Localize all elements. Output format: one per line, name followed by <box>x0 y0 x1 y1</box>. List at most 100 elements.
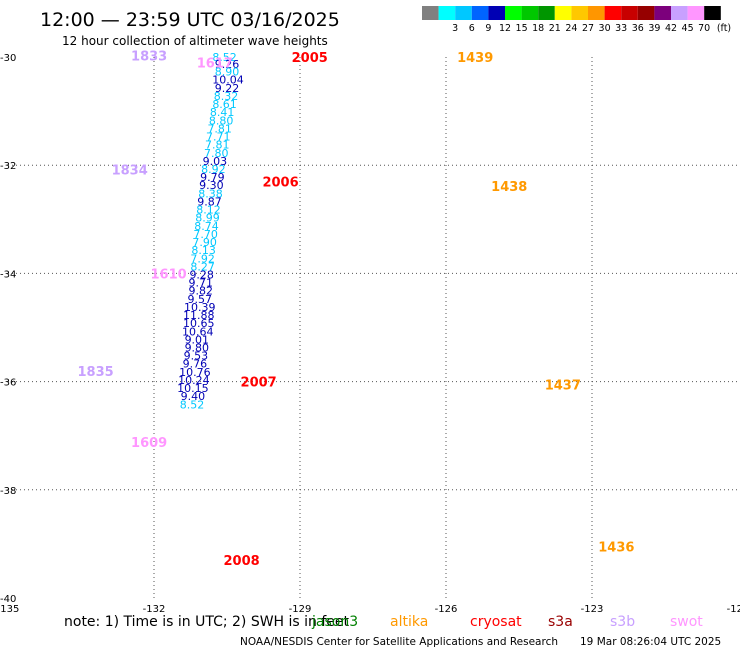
colorbar-swatch <box>422 6 439 20</box>
wave-height-point: 9.01 <box>185 333 210 346</box>
colorbar-label: 6 <box>469 23 475 34</box>
y-tick-label: -34 <box>0 269 16 280</box>
pass-time-label: 1438 <box>491 180 527 195</box>
satellite-legend-item: swot <box>670 614 703 630</box>
colorbar-swatch <box>505 6 522 20</box>
colorbar-swatch <box>488 6 505 20</box>
wave-height-point: 9.30 <box>199 179 224 192</box>
pass-time-label: 1835 <box>78 365 114 380</box>
colorbar-swatch <box>571 6 588 20</box>
colorbar-swatch <box>654 6 671 20</box>
wave-height-point: 9.57 <box>187 293 212 306</box>
colorbar-label: 15 <box>516 23 528 34</box>
colorbar-swatch <box>687 6 705 20</box>
wave-height-point: 9.22 <box>215 82 240 95</box>
pass-time-labels: 1833 1834 1835 1617 1610 1609 2005 2006 2007 2008… <box>78 49 635 569</box>
colorbar-label: 70 <box>698 23 710 34</box>
wave-height-point: 8.13 <box>191 244 216 257</box>
colorbar-label: 33 <box>615 23 627 34</box>
satellite-legend-item: cryosat <box>470 614 522 630</box>
wave-height-point: 9.80 <box>185 342 210 355</box>
y-tick-label: -40 <box>0 594 16 605</box>
wave-height-point: 8.41 <box>210 106 235 119</box>
wave-height-point: 9.03 <box>203 155 228 168</box>
pass-time-label: 1833 <box>131 49 167 64</box>
chart-subtitle: 12 hour collection of altimeter wave hei… <box>62 34 328 48</box>
colorbar-label: 9 <box>485 23 491 34</box>
wave-height-point: 7.92 <box>190 252 215 265</box>
y-tick-label: -32 <box>0 161 16 172</box>
colorbar-label: 39 <box>648 23 660 34</box>
colorbar-legend: 3 6 9 12 15 18 21 24 27 30 33 36 39 42 45 70 (ft) <box>422 6 731 34</box>
pass-time-label: 2008 <box>224 554 260 569</box>
colorbar-unit: (ft) <box>717 23 731 34</box>
footer-credit: NOAA/NESDIS Center for Satellite Applica… <box>240 636 558 648</box>
colorbar-label: 24 <box>565 23 577 34</box>
satellite-legend-item: s3b <box>610 614 635 630</box>
wave-height-point: 10.04 <box>212 74 244 87</box>
colorbar-label: 3 <box>452 23 458 34</box>
wave-height-point: 8.74 <box>194 220 219 233</box>
colorbar-swatch <box>704 6 721 20</box>
colorbar-swatch <box>455 6 472 20</box>
colorbar-swatch <box>438 6 456 20</box>
pass-time-label: 2005 <box>292 51 328 66</box>
pass-time-label: 1609 <box>131 436 167 451</box>
wave-height-point: 8.61 <box>212 98 237 111</box>
footer-generated: 19 Mar 08:26:04 UTC 2025 <box>580 636 721 648</box>
colorbar-swatch <box>637 6 655 20</box>
pass-time-label: 2006 <box>262 175 298 190</box>
wave-height-point: 7.90 <box>192 236 217 249</box>
satellite-legend: jason3 altika cryosat s3a s3b swot <box>311 614 703 630</box>
wave-height-point: 10.15 <box>177 382 209 395</box>
colorbar-swatch <box>521 6 539 20</box>
colorbar-label: 27 <box>582 23 594 34</box>
wave-height-point: 9.76 <box>183 358 208 371</box>
wave-height-point: 7.81 <box>205 139 230 152</box>
satellite-legend-item: s3a <box>548 614 573 630</box>
wave-height-point: 9.26 <box>215 58 240 71</box>
wave-height-point: 9.40 <box>181 390 206 403</box>
colorbar-swatch <box>621 6 638 20</box>
pass-time-label: 1617 <box>197 56 233 71</box>
pass-time-label: 1610 <box>151 267 187 282</box>
colorbar-label: 45 <box>682 23 694 34</box>
wave-height-point: 7.81 <box>207 122 232 135</box>
wave-height-point: 9.87 <box>197 195 222 208</box>
wave-height-point: 10.64 <box>182 325 214 338</box>
colorbar-swatch <box>671 6 688 20</box>
colorbar-label: 12 <box>499 23 511 34</box>
colorbar-label: 18 <box>532 23 544 34</box>
wave-height-point: 7.80 <box>204 147 229 160</box>
satellite-legend-item: altika <box>390 614 428 630</box>
pass-time-label: 1439 <box>457 51 493 66</box>
colorbar-swatch <box>604 6 622 20</box>
wave-height-point: 10.76 <box>179 366 211 379</box>
wave-height-point: 9.53 <box>184 350 209 363</box>
wave-height-point: 10.24 <box>178 374 210 387</box>
pass-time-label: 1834 <box>112 164 148 179</box>
wave-height-point: 9.71 <box>188 277 213 290</box>
y-tick-label: -38 <box>0 486 16 497</box>
wave-height-point: 9.79 <box>200 171 225 184</box>
x-tick-label: -135 <box>0 604 19 615</box>
wave-height-point: 8.52 <box>180 398 205 411</box>
wave-height-point: 9.82 <box>188 285 213 298</box>
axis-ticks: -135 -132 -129 -126 -123 -120 -30 -32 -34 -36 -38 -… <box>0 53 740 615</box>
x-tick-label: -126 <box>435 604 458 615</box>
wave-height-point: 8.12 <box>196 204 221 217</box>
wave-height-point: 8.32 <box>214 90 239 103</box>
grid-lines <box>8 57 738 598</box>
wave-height-point: 8.80 <box>209 114 234 127</box>
colorbar-swatch <box>554 6 572 20</box>
x-tick-label: -129 <box>289 604 312 615</box>
colorbar-label: 42 <box>665 23 677 34</box>
chart-title: 12:00 — 23:59 UTC 03/16/2025 <box>40 9 340 31</box>
wave-height-point: 8.90 <box>215 66 240 79</box>
wave-height-point: 9.28 <box>189 268 214 281</box>
colorbar-label: 36 <box>632 23 644 34</box>
pass-time-label: 1436 <box>598 541 634 556</box>
colorbar-label: 21 <box>549 23 561 34</box>
wave-height-point: 7.71 <box>206 131 231 144</box>
